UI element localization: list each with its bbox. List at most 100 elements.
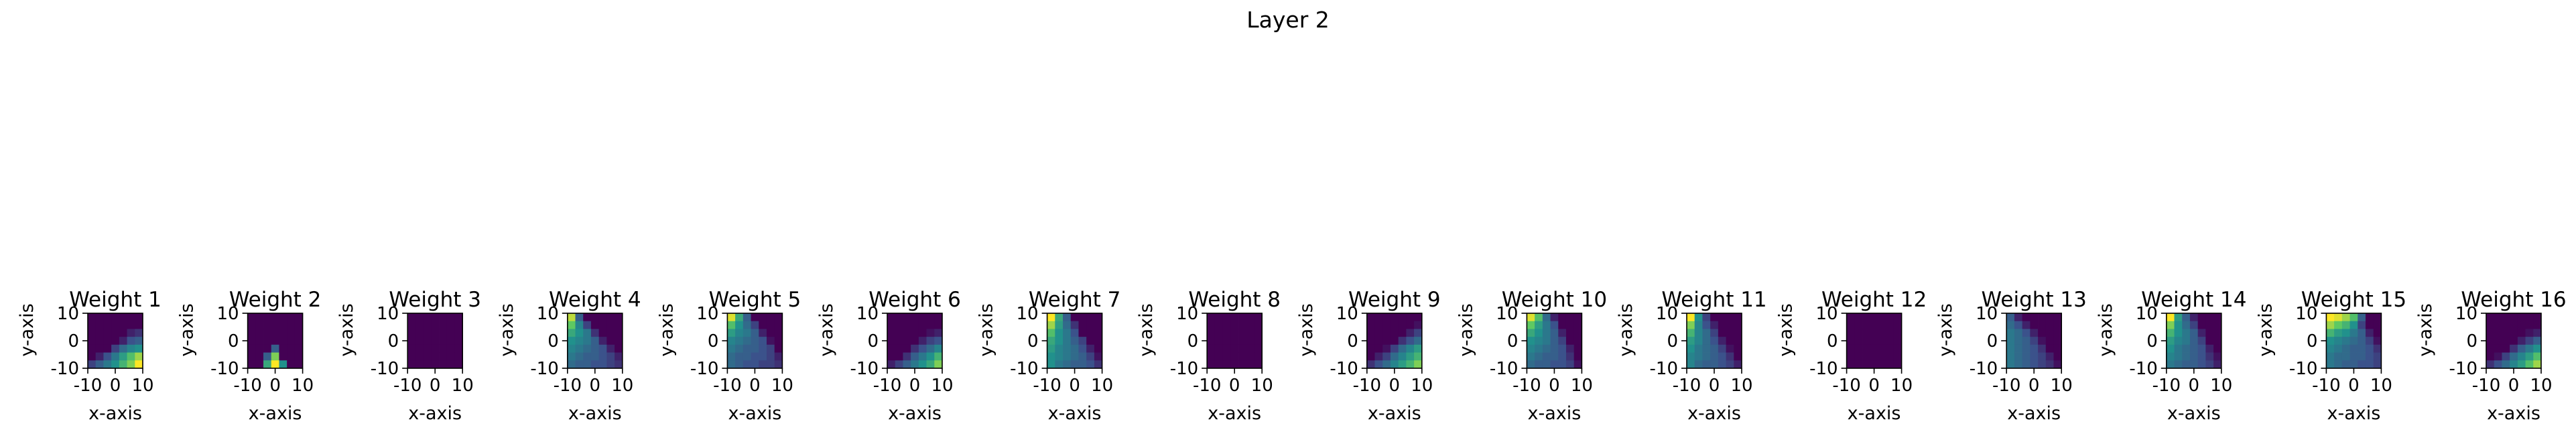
heat-cell	[1846, 321, 1855, 329]
heat-cell	[1718, 337, 1726, 345]
heat-cell	[2166, 329, 2175, 337]
y-tick-label: -10	[1010, 359, 1038, 379]
heat-cell	[1886, 360, 1894, 369]
heat-cell	[1086, 313, 1095, 322]
heat-cell	[903, 321, 911, 329]
heat-cell	[1382, 352, 1391, 361]
heat-cell	[1070, 360, 1079, 369]
heat-cell	[2494, 321, 2502, 329]
y-axis-label: y-axis	[17, 303, 38, 356]
x-tick-label: -10	[1832, 376, 1860, 396]
heat-cell	[1078, 321, 1087, 329]
heat-cell	[2326, 360, 2335, 369]
heat-cell	[1535, 360, 1543, 369]
panel-title: Weight 4	[549, 288, 641, 312]
heat-cell	[103, 352, 112, 361]
heat-cell	[1254, 337, 1263, 345]
heat-cell	[1862, 360, 1871, 369]
heat-cell	[431, 321, 440, 329]
heat-cell	[1734, 352, 1742, 361]
heatmap-panel: Weight 15 -10 0 10 -10 0 10 x-axis y-axis	[2255, 288, 2406, 424]
heat-cell	[606, 352, 615, 361]
heat-cell	[111, 321, 120, 329]
heat-cell	[590, 329, 600, 337]
heat-cell	[590, 321, 600, 329]
heat-cell	[774, 329, 783, 337]
heat-cell	[454, 360, 463, 369]
y-tick-label: -10	[1650, 359, 1678, 379]
heat-cell	[2182, 360, 2191, 369]
heat-cell	[2205, 313, 2214, 322]
x-tick-label: 0	[1709, 376, 1720, 396]
heat-cell	[1214, 360, 1224, 369]
heat-cell	[1246, 329, 1254, 337]
heat-cell	[1055, 329, 1064, 337]
heat-cell	[255, 344, 264, 353]
x-tick-label: 0	[590, 376, 601, 396]
heat-cell	[279, 344, 287, 353]
heat-cell	[1406, 337, 1415, 345]
heat-cell	[1047, 321, 1055, 329]
heat-cell	[1055, 313, 1064, 322]
heat-cell	[1254, 321, 1263, 329]
heat-cell	[1542, 329, 1551, 337]
heat-cell	[887, 360, 896, 369]
heat-cell	[1078, 352, 1087, 361]
heat-cell	[263, 337, 272, 345]
y-axis-label: y-axis	[1935, 303, 1956, 356]
heat-cell	[2494, 352, 2502, 361]
heat-cell	[1414, 329, 1423, 337]
heat-cell	[2006, 360, 2015, 369]
heat-cell	[2486, 337, 2495, 345]
heat-cell	[279, 329, 287, 337]
heat-cell	[926, 360, 935, 369]
y-axis-label: y-axis	[976, 303, 997, 356]
heat-cell	[95, 313, 104, 322]
heat-cell	[1366, 313, 1375, 322]
panel-title: Weight 13	[1982, 288, 2087, 312]
heat-cell	[127, 352, 135, 361]
heat-cell	[287, 329, 296, 337]
x-axis-label: x-axis	[1527, 403, 1581, 424]
heat-cell	[2045, 329, 2054, 337]
heatmap-panel: Weight 14 -10 0 10 -10 0 10 x-axis y-axis	[2096, 288, 2247, 424]
heat-cell	[583, 352, 592, 361]
heat-cell	[111, 352, 120, 361]
y-tick-label: -10	[1809, 359, 1838, 379]
heat-cell	[1047, 344, 1055, 353]
heat-cell	[2502, 337, 2510, 345]
heat-cell	[2205, 344, 2214, 353]
heat-cell	[1573, 360, 1582, 369]
heat-cell	[2358, 360, 2366, 369]
heat-cell	[1070, 352, 1079, 361]
x-tick-label: -10	[554, 376, 582, 396]
heat-cell	[247, 344, 256, 353]
y-axis-label: y-axis	[1136, 303, 1157, 356]
heatmap-panel: Weight 11 -10 0 10 -10 0 10 x-axis y-axis	[1616, 288, 1767, 424]
y-tick-label: 0	[1667, 331, 1678, 351]
heat-cell	[895, 352, 903, 361]
heat-cell	[95, 344, 104, 353]
heat-cell	[766, 360, 775, 369]
heat-cell	[2349, 352, 2358, 361]
heat-cell	[1055, 360, 1064, 369]
heat-cell	[1886, 321, 1894, 329]
heat-cell	[743, 313, 751, 322]
heat-cell	[271, 313, 279, 322]
heat-cell	[2022, 360, 2031, 369]
heat-cell	[1222, 321, 1231, 329]
heat-cell	[431, 313, 440, 322]
heat-cell	[1550, 313, 1559, 322]
heat-cell	[911, 337, 919, 345]
heat-cell	[2341, 352, 2350, 361]
heat-cell	[2014, 360, 2023, 369]
heat-cell	[2517, 360, 2526, 369]
heatmap-panel: Weight 5 -10 0 10 -10 0 10 x-axis y-axis	[656, 288, 801, 424]
panel-title: Weight 7	[1029, 288, 1121, 312]
heat-cell	[1694, 344, 1703, 353]
heat-cell	[1878, 313, 1886, 322]
y-tick-label: 10	[2455, 304, 2477, 324]
heat-cell	[2182, 313, 2191, 322]
heat-cell	[2030, 360, 2039, 369]
heat-cell	[1846, 337, 1855, 345]
